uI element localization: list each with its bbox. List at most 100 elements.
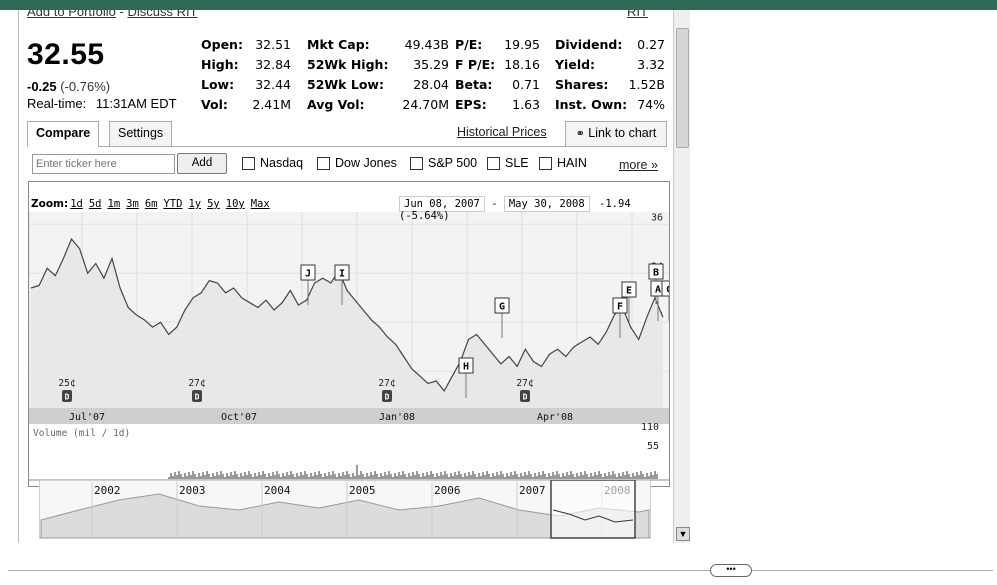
checkbox-box[interactable]: [487, 156, 500, 170]
chart-tabs: Compare Settings Historical Prices ⚭ Lin…: [27, 121, 667, 147]
stat-row: Inst. Own: 74%: [555, 95, 665, 115]
stats-col-4: Dividend: 0.27 Yield: 3.32 Shares: 1.52B In…: [555, 35, 665, 115]
stat-row: 52Wk Low: 28.04: [307, 75, 449, 95]
chart-container: 36343230JIHGFEBAC25¢D27¢D27¢D27¢DJul'07O…: [28, 181, 671, 487]
dividend-marker-icon: [520, 390, 530, 402]
tab-compare[interactable]: Compare: [27, 121, 100, 147]
price-chart[interactable]: 36343230JIHGFEBAC25¢D27¢D27¢D27¢DJul'07O…: [28, 182, 671, 486]
stat-row: Shares: 1.52B: [555, 75, 665, 95]
range-start[interactable]: Jun 08, 2007: [399, 196, 485, 212]
overview-year-label: 2003: [179, 484, 206, 497]
historical-prices-link[interactable]: Historical Prices: [457, 125, 547, 139]
overview-window: [550, 480, 636, 539]
stat-label: 52Wk High:: [307, 57, 389, 72]
page-scrollbar[interactable]: ▼: [673, 10, 690, 543]
stat-row: P/E: 19.95: [455, 35, 540, 55]
add-button[interactable]: Add: [177, 153, 227, 174]
checkbox-box[interactable]: [539, 156, 552, 170]
volume-label: Volume (mil / 1d): [33, 428, 130, 439]
stat-label: Shares:: [555, 77, 609, 92]
volume-tick-label: 55: [647, 441, 659, 452]
overview-year-label: 2002: [94, 484, 121, 497]
add-portfolio-link[interactable]: Add to Portfolio: [27, 10, 116, 19]
checkbox-sle[interactable]: SLE: [487, 156, 529, 170]
more-link[interactable]: more »: [619, 158, 658, 172]
ellipsis-icon[interactable]: •••: [710, 564, 752, 577]
stat-row: EPS: 1.63: [455, 95, 540, 115]
stat-value: 74%: [637, 97, 665, 112]
zoom-1d[interactable]: 1d: [70, 198, 83, 210]
zoom-10y[interactable]: 10y: [225, 198, 245, 210]
ticker-input[interactable]: [32, 154, 175, 174]
stat-label: EPS:: [455, 97, 487, 112]
tab-settings[interactable]: Settings: [109, 121, 173, 146]
stat-row: High: 32.84: [201, 55, 291, 75]
checkbox-dow-jones[interactable]: Dow Jones: [317, 156, 397, 170]
zoom-5d[interactable]: 5d: [88, 198, 102, 210]
zoom-1m[interactable]: 1m: [107, 198, 121, 210]
scrollbar-thumb[interactable]: [676, 28, 689, 148]
dividend-marker-label: D: [523, 393, 528, 402]
overview-year-label: 2004: [264, 484, 291, 497]
stat-label: Low:: [201, 77, 235, 92]
zoom-3m[interactable]: 3m: [126, 198, 139, 210]
checkbox-box[interactable]: [410, 156, 423, 170]
change-value: -0.25: [27, 79, 57, 94]
zoom-ytd[interactable]: YTD: [163, 198, 183, 210]
stat-value: 0.27: [637, 37, 665, 52]
checkbox-label: S&P 500: [428, 156, 478, 170]
stat-label: Yield:: [555, 57, 596, 72]
dividend-marker-icon: [192, 390, 202, 402]
stat-row: 52Wk High: 35.29: [307, 55, 449, 75]
quote-frame: Add to Portfolio - Discuss RIT RIT 32.55…: [18, 10, 671, 543]
stats-col-2: Mkt Cap: 49.43B 52Wk High: 35.29 52Wk Low:…: [307, 35, 449, 115]
event-flag: [494, 297, 510, 314]
dividend-marker-icon: [382, 390, 392, 402]
stat-label: High:: [201, 57, 239, 72]
checkbox-sp500[interactable]: S&P 500: [410, 156, 477, 170]
zoom-max[interactable]: Max: [250, 198, 270, 210]
discuss-link[interactable]: Discuss RIT: [127, 10, 198, 19]
dividend-label: 27¢: [516, 378, 533, 389]
event-flag: [458, 357, 474, 374]
stat-label: P/E:: [455, 37, 483, 52]
stat-row: Yield: 3.32: [555, 55, 665, 75]
checkbox-hain[interactable]: HAIN: [539, 156, 587, 170]
stat-row: Dividend: 0.27: [555, 35, 665, 55]
stat-value: 24.70M: [402, 97, 449, 112]
date-range: Jun 08, 2007 - May 30, 2008 -1.94 (-5.64…: [399, 196, 671, 222]
range-end[interactable]: May 30, 2008: [503, 196, 590, 212]
dividend-marker-label: D: [195, 393, 200, 402]
checkbox-box[interactable]: [242, 156, 255, 170]
range-separator: -: [491, 198, 498, 210]
checkbox-nasdaq[interactable]: Nasdaq: [242, 156, 303, 170]
overview-area: [40, 493, 650, 539]
zoom-6m[interactable]: 6m: [144, 198, 158, 210]
zoom-5y[interactable]: 5y: [207, 198, 220, 210]
stat-value: 32.84: [255, 57, 291, 72]
link-to-chart-tab[interactable]: ⚭ Link to chart: [565, 121, 667, 146]
event-flag: [334, 264, 350, 281]
range-change: -1.94 (-5.64%): [399, 198, 631, 222]
overview-year-label: 2005: [349, 484, 376, 497]
dividend-label: 25¢: [58, 378, 75, 389]
stat-row: Open: 32.51: [201, 35, 291, 55]
overview-year-label: 2006: [434, 484, 461, 497]
scroll-down-icon[interactable]: ▼: [676, 527, 690, 541]
stat-value: 2.41M: [252, 97, 291, 112]
volume-tick-label: 110: [641, 422, 659, 433]
stat-row: Mkt Cap: 49.43B: [307, 35, 449, 55]
zoom-1y[interactable]: 1y: [188, 198, 202, 210]
checkbox-box[interactable]: [317, 156, 330, 170]
event-flag-label: J: [305, 269, 311, 280]
stat-label: Inst. Own:: [555, 97, 628, 112]
event-flag-label: C: [666, 285, 669, 296]
realtime-label: Real-time:: [27, 96, 87, 111]
overview-strip[interactable]: 2002200320042005200620072008: [39, 480, 651, 540]
event-flag-label: I: [339, 269, 345, 280]
right-link[interactable]: RIT: [627, 10, 648, 19]
zoom-label: Zoom:: [31, 198, 69, 210]
stat-value: 1.63: [512, 97, 540, 112]
x-tick-label: Jul'07: [69, 412, 105, 423]
dividend-marker-label: D: [65, 393, 70, 402]
